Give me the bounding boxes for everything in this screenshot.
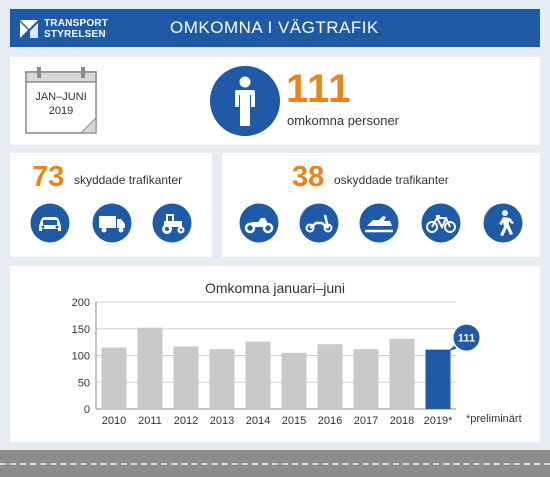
y-tick-label: 150: [72, 324, 90, 336]
chart-title: Omkomna januari–juni: [204, 280, 346, 296]
period-label: JAN–JUNI: [35, 91, 87, 103]
protected-panel: 73 skyddade trafikanter: [10, 153, 212, 257]
bar-2010: [101, 347, 127, 409]
car-icon: [30, 203, 70, 243]
x-tick-label: 2011: [138, 415, 162, 427]
x-tick-label: 2014: [246, 415, 270, 427]
page-title: OMKOMNA I VÄGTRAFIK: [170, 18, 379, 37]
y-tick-label: 50: [78, 377, 90, 389]
transportstyrelsen-logo: TRANSPORT STYRELSEN: [18, 15, 118, 43]
bar-2019: [425, 349, 451, 409]
logo-mark-icon: [20, 20, 38, 38]
summary-panel: JAN–JUNI 2019 111 omkomna personer: [10, 57, 540, 145]
unprotected-panel: 38 oskyddade trafikanter: [222, 153, 540, 257]
road-lane-line: [0, 463, 550, 465]
logo-line-1: TRANSPORT: [44, 18, 109, 29]
x-tick-label: 2015: [282, 415, 306, 427]
x-tick-label: 2012: [174, 415, 198, 427]
pedestrian-icon: [483, 203, 523, 243]
x-tick-label: 2018: [390, 415, 414, 427]
bar-2018: [389, 338, 415, 409]
snowmobile-icon: [359, 203, 399, 243]
total-label: omkomna personer: [287, 113, 399, 128]
unprotected-count: 38: [292, 161, 325, 193]
bar-2015: [281, 352, 307, 409]
bar-2014: [245, 341, 271, 409]
highlight-callout: [453, 324, 480, 351]
period-year: 2019: [48, 105, 74, 117]
highlight-callout-tail: [447, 345, 457, 352]
bicycle-icon: [421, 203, 461, 243]
total-count: 111: [286, 67, 352, 111]
header-bar: TRANSPORT STYRELSEN OMKOMNA I VÄGTRAFIK: [10, 9, 540, 47]
person-icon: [210, 66, 280, 136]
protected-label: skyddade trafikanter: [74, 173, 183, 187]
bar-2011: [137, 327, 163, 409]
y-tick-label: 200: [72, 297, 90, 309]
x-tick-label: 2019*: [424, 415, 453, 427]
x-tick-label: 2016: [318, 415, 342, 427]
x-tick-label: 2010: [102, 415, 126, 427]
motorcycle-icon: [239, 203, 279, 243]
tractor-icon: [152, 203, 192, 243]
bar-2017: [353, 349, 379, 409]
logo-line-2: STYRELSEN: [44, 29, 106, 40]
chart-panel: Omkomna januari–juni 0 50 100 150 200 2010 201…: [10, 266, 540, 442]
calendar-icon: JAN–JUNI 2019: [25, 66, 97, 134]
bar-2013: [209, 349, 235, 409]
road-strip: [0, 450, 550, 477]
y-tick-label: 100: [72, 351, 90, 363]
protected-count: 73: [32, 161, 65, 193]
bar-2012: [173, 346, 199, 409]
x-tick-label: 2017: [354, 415, 378, 427]
unprotected-label: oskyddade trafikanter: [334, 173, 449, 187]
moped-icon: [299, 203, 339, 243]
highlight-value-label: 111: [458, 333, 475, 345]
bar-2016: [317, 344, 343, 409]
y-tick-label: 0: [84, 404, 90, 416]
x-tick-label: 2013: [210, 415, 234, 427]
chart-footnote: *preliminärt: [466, 413, 522, 425]
truck-icon: [92, 203, 132, 243]
bar-chart: 0 50 100 150 200 2010 2011 2012 2013 2014 2015 2016…: [72, 297, 480, 427]
